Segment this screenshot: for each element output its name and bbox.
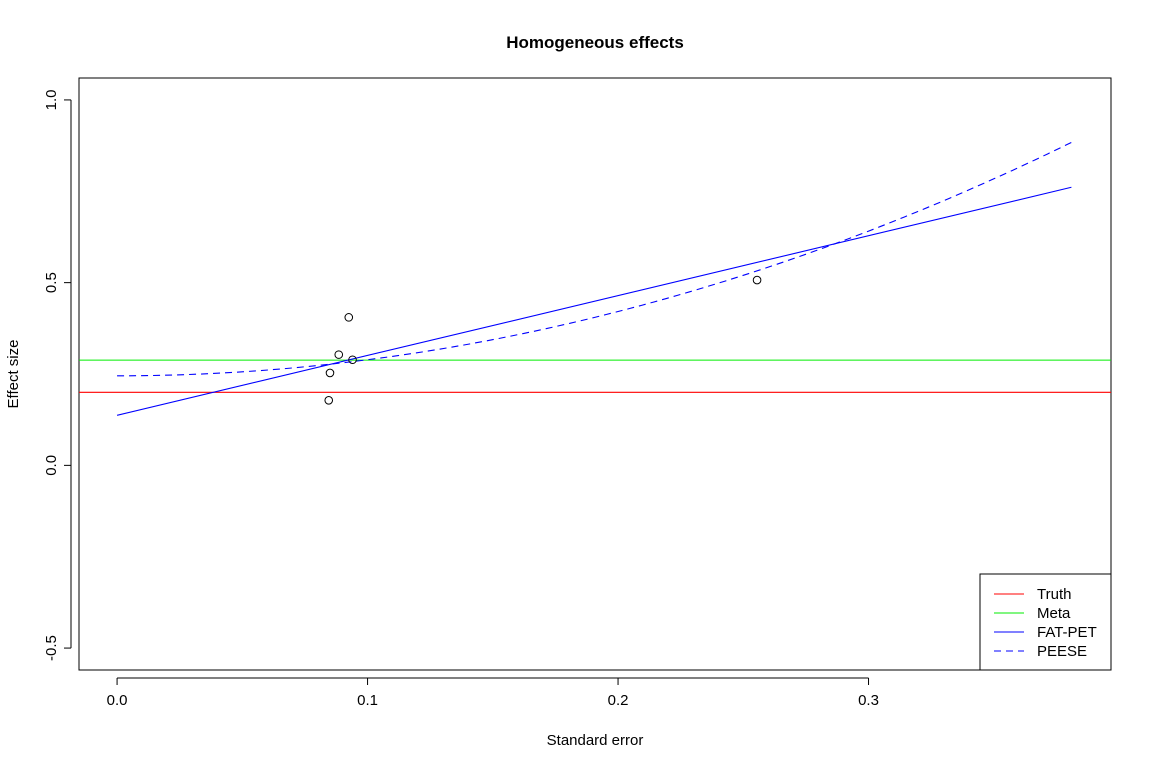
data-point bbox=[325, 368, 335, 378]
plot-frame bbox=[78, 77, 1112, 671]
chart-title: Homogeneous effects bbox=[506, 33, 684, 52]
y-axis-label: Effect size bbox=[5, 340, 22, 409]
data-point bbox=[348, 355, 357, 365]
legend: Truth Meta FAT-PET PEESE bbox=[979, 573, 1112, 671]
series-line-peese bbox=[117, 141, 1072, 377]
legend-label-fat-pet: FAT-PET bbox=[1037, 624, 1097, 641]
x-axis: 0.0 0.1 0.2 0.3 bbox=[107, 677, 879, 709]
data-point bbox=[324, 396, 334, 405]
legend-box bbox=[979, 573, 1112, 671]
x-axis-label: Standard error bbox=[547, 732, 644, 749]
legend-label-meta: Meta bbox=[1037, 605, 1071, 622]
y-axis: -0.5 0.0 0.5 1.0 bbox=[43, 89, 72, 661]
x-tick-label: 0.0 bbox=[107, 692, 128, 709]
data-point bbox=[334, 350, 344, 359]
legend-label-truth: Truth bbox=[1037, 586, 1071, 603]
x-tick-label: 0.3 bbox=[858, 692, 879, 709]
y-tick-label: 1.0 bbox=[43, 89, 60, 110]
x-tick-label: 0.2 bbox=[608, 692, 629, 709]
series-line-fat-pet bbox=[116, 186, 1072, 416]
data-point bbox=[752, 275, 762, 285]
x-tick-label: 0.1 bbox=[357, 692, 378, 709]
y-tick-label: 0.5 bbox=[43, 272, 60, 293]
y-tick-label: 0.0 bbox=[43, 455, 60, 476]
y-tick-label: -0.5 bbox=[43, 635, 60, 661]
data-point bbox=[344, 313, 354, 322]
legend-label-peese: PEESE bbox=[1037, 643, 1087, 660]
plot-marks bbox=[79, 141, 1111, 416]
